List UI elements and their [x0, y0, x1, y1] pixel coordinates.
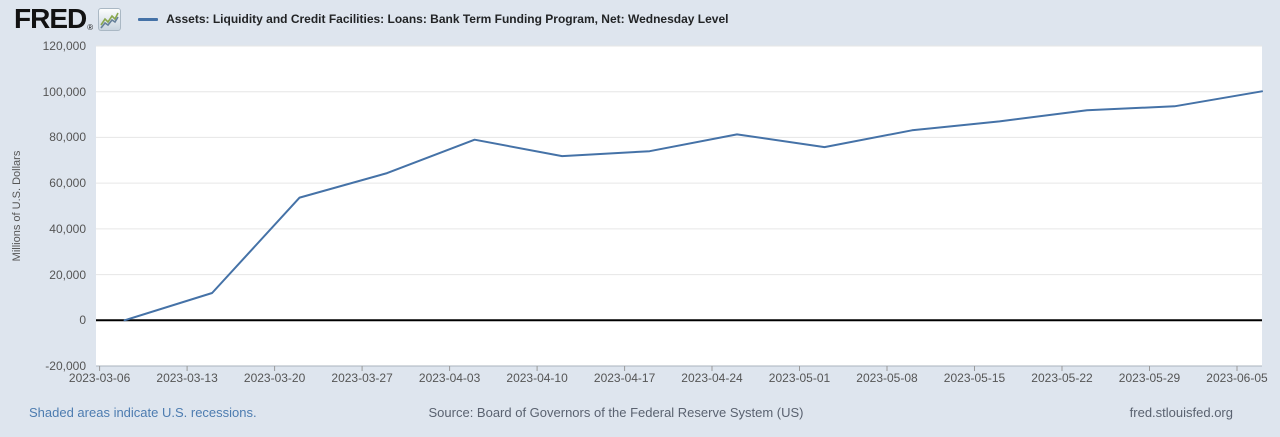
fred-site-url: fred.stlouisfed.org: [1129, 405, 1233, 420]
x-axis-tick-label: 2023-03-27: [331, 371, 393, 385]
source-attribution: Source: Board of Governors of the Federa…: [428, 405, 804, 420]
chart-legend: Assets: Liquidity and Credit Facilities:…: [138, 12, 728, 26]
y-axis-tick-label: -20,000: [45, 359, 86, 373]
plot-background: [96, 46, 1262, 366]
x-axis-tick-label: 2023-03-20: [243, 371, 306, 385]
fred-logo: FRED ®: [14, 5, 93, 33]
registered-trademark: ®: [87, 23, 94, 32]
y-axis-tick-label: 120,000: [42, 39, 86, 53]
fred-logo-text: FRED: [14, 3, 87, 34]
x-axis-tick-label: 2023-05-01: [768, 371, 831, 385]
y-axis-tick-label: 40,000: [49, 221, 86, 236]
series-legend-dash: [138, 17, 159, 21]
y-axis-tick-label: 20,000: [49, 267, 86, 282]
recession-note-link[interactable]: Shaded areas indicate U.S. recessions.: [29, 405, 257, 420]
x-axis-tick-label: 2023-04-24: [681, 371, 743, 385]
x-axis-tick-label: 2023-04-17: [593, 371, 656, 385]
fred-sparkline-icon: [98, 7, 122, 31]
x-axis-tick-label: 2023-05-08: [856, 371, 918, 385]
x-axis-tick-label: 2023-03-06: [68, 371, 131, 385]
y-axis-title: Millions of U.S. Dollars: [11, 150, 23, 262]
y-axis-tick-label: 60,000: [49, 176, 86, 191]
x-axis-tick-label: 2023-03-13: [156, 371, 218, 385]
x-axis-tick-label: 2023-04-03: [418, 371, 481, 385]
series-line: [123, 90, 1263, 322]
x-axis-tick-label: 2023-05-22: [1031, 371, 1093, 385]
y-axis-tick-label: 100,000: [42, 84, 86, 99]
graph-header: FRED ® Assets: Liquidity and Credit Facil…: [0, 0, 1280, 38]
x-axis-tick-label: 2023-06-05: [1206, 371, 1268, 385]
x-axis-tick-label: 2023-04-10: [506, 371, 568, 385]
y-axis-tick-label: 0: [79, 313, 86, 328]
series-title: Assets: Liquidity and Credit Facilities:…: [166, 12, 729, 26]
x-axis-tick-label: 2023-05-15: [943, 371, 1006, 385]
y-axis-tick-label: 80,000: [49, 130, 86, 145]
x-axis-tick-label: 2023-05-29: [1118, 371, 1181, 385]
